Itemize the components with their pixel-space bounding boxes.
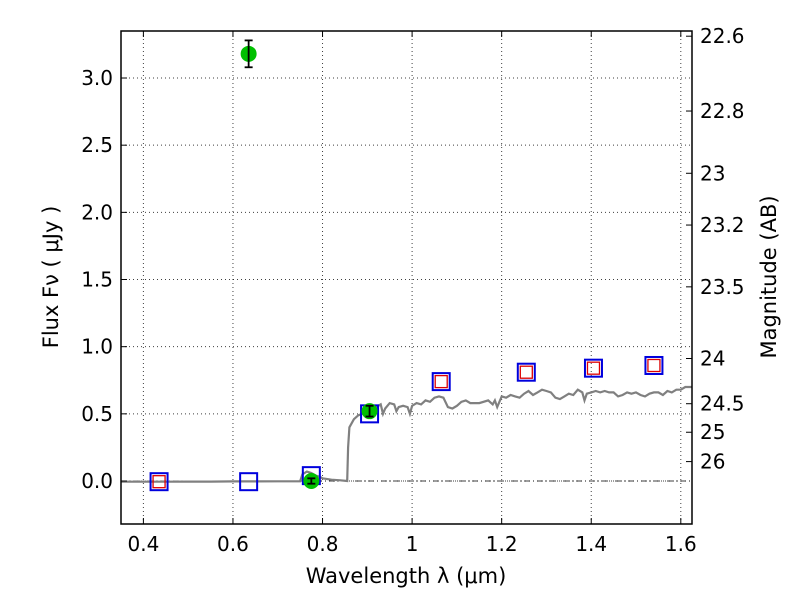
model-flux-square	[239, 472, 259, 492]
plot-frame	[120, 30, 693, 525]
x-tick-label: 0.8	[307, 532, 339, 556]
y2-tick-label: 22.8	[700, 99, 745, 123]
model-flux-square	[644, 355, 664, 375]
y2-tick-label: 22.6	[700, 24, 745, 48]
upper-limit-square	[152, 475, 166, 489]
y-axis-label: Flux Fν ( μJy )	[39, 206, 63, 349]
spectrum-layer	[121, 385, 692, 483]
y2-tick-label: 23.5	[700, 275, 745, 299]
y2-tick-label: 26	[700, 450, 725, 474]
x-axis-label: Wavelength λ (μm)	[306, 564, 507, 588]
y-tick-label: 0.5	[81, 402, 113, 426]
x-tick-label: 1.6	[665, 532, 697, 556]
x-tick-label: 1.4	[575, 532, 607, 556]
upper-limit-square	[647, 358, 661, 373]
y-tick-label: 0.0	[81, 469, 113, 493]
y-tick-label: 1.5	[81, 268, 113, 292]
model-spectrum-line	[121, 385, 692, 483]
grid-layer	[121, 31, 692, 524]
y2-axis-label: Magnitude (AB)	[757, 195, 781, 358]
y-tick-label: 2.5	[81, 133, 113, 157]
tick-layer: 0.4 0.6 0.8 1 1.2 1.4 1.6 0.0 0.5 1.0 1.5 2.0 2.5 3.0…	[81, 24, 744, 556]
model-flux-square	[516, 362, 536, 382]
marker-layer	[149, 39, 664, 492]
x-tick-label: 1	[406, 532, 419, 556]
model-flux-square	[431, 372, 451, 392]
y-tick-label: 3.0	[81, 66, 113, 90]
x-tick-label: 1.2	[486, 532, 518, 556]
y2-tick-label: 23	[700, 161, 725, 185]
upper-limit-square	[586, 361, 601, 375]
model-flux-square	[149, 472, 169, 492]
y-tick-label: 1.0	[81, 335, 113, 359]
y2-tick-label: 24	[700, 347, 725, 371]
x-tick-label: 0.4	[127, 532, 159, 556]
upper-limit-square	[434, 374, 448, 389]
y2-tick-label: 24.5	[700, 392, 745, 416]
upper-limit-square	[519, 365, 533, 379]
y2-tick-label: 25	[700, 420, 725, 444]
y-tick-label: 2.0	[81, 200, 113, 224]
y2-tick-label: 23.2	[700, 213, 745, 237]
model-flux-square	[583, 358, 603, 378]
x-tick-label: 0.6	[217, 532, 249, 556]
